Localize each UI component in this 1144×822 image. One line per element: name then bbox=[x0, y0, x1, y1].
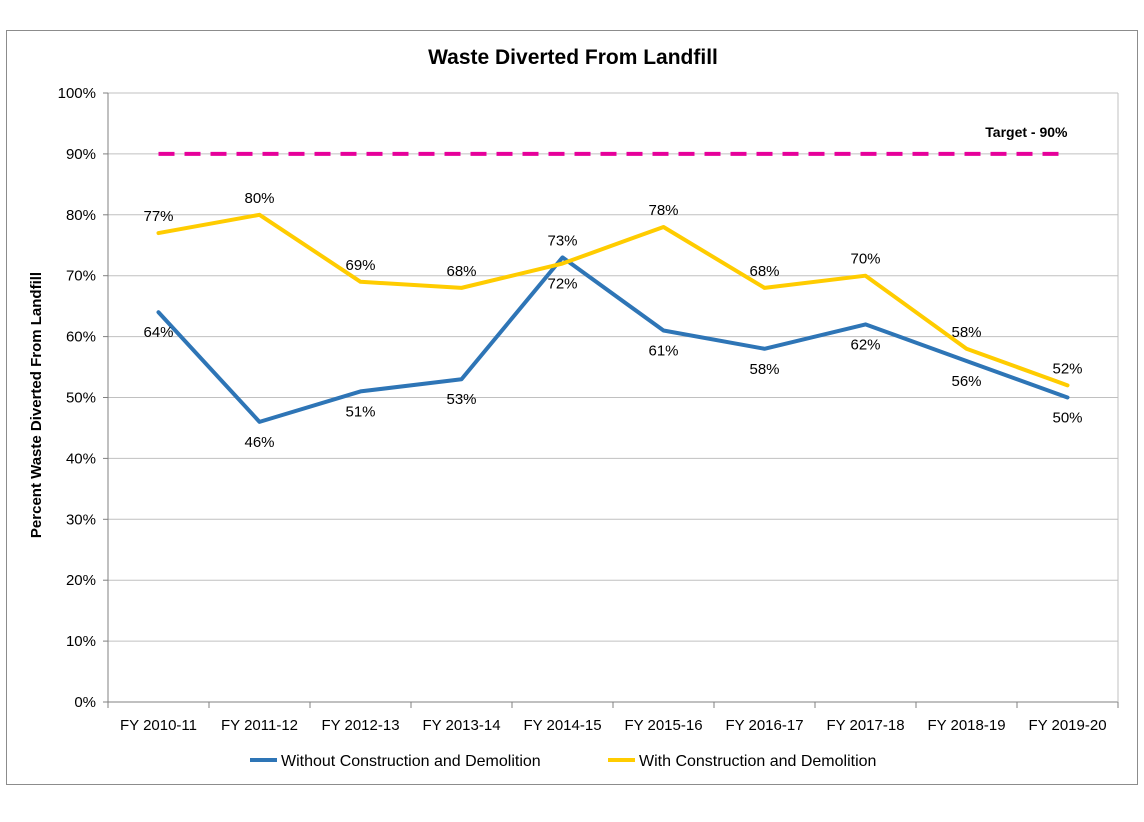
y-axis-title: Percent Waste Diverted From Landfill bbox=[28, 272, 45, 538]
data-label-without-cd: 50% bbox=[1052, 410, 1082, 427]
y-tick-label: 100% bbox=[58, 85, 96, 102]
y-tick-label: 10% bbox=[66, 633, 96, 650]
data-label-with-cd: 58% bbox=[951, 324, 981, 341]
y-tick-label: 80% bbox=[66, 207, 96, 224]
data-label-with-cd: 69% bbox=[345, 257, 375, 274]
x-tick-label: FY 2019-20 bbox=[1028, 717, 1106, 734]
data-label-with-cd: 68% bbox=[749, 263, 779, 280]
target-layer: Target - 90% bbox=[158, 124, 1068, 156]
x-tick-label: FY 2012-13 bbox=[321, 717, 399, 734]
x-tick-label: FY 2018-19 bbox=[927, 717, 1005, 734]
target-label: Target - 90% bbox=[985, 124, 1068, 140]
data-label-with-cd: 72% bbox=[547, 276, 577, 293]
y-tick-label: 90% bbox=[66, 146, 96, 163]
data-label-without-cd: 64% bbox=[143, 324, 173, 341]
series-line-with-cd bbox=[156, 212, 1070, 388]
legend-label: Without Construction and Demolition bbox=[281, 753, 541, 770]
x-tick-label: FY 2013-14 bbox=[422, 717, 500, 734]
x-tick-label: FY 2014-15 bbox=[523, 717, 601, 734]
x-tick-label: FY 2017-18 bbox=[826, 717, 904, 734]
data-label-without-cd: 53% bbox=[446, 391, 476, 408]
axis-layer: 0% 10% 20% 30% 40% 50% 60% 70% 80% 90% 100% FY 2010… bbox=[58, 85, 1119, 734]
data-label-without-cd: 58% bbox=[749, 361, 779, 378]
y-tick-label: 60% bbox=[66, 329, 96, 346]
grid-layer bbox=[108, 92, 1118, 642]
label-layer: 64% 77% 46% 80% 51% 69% 53% 68% 73% 72% 61% 78% 58% 6… bbox=[143, 190, 1082, 451]
data-label-with-cd: 70% bbox=[850, 251, 880, 268]
data-label-without-cd: 73% bbox=[547, 232, 577, 249]
series-line-without-cd bbox=[156, 255, 1070, 424]
y-tick-label: 40% bbox=[66, 450, 96, 467]
data-label-without-cd: 56% bbox=[951, 373, 981, 390]
data-label-without-cd: 62% bbox=[850, 336, 880, 353]
chart-title: Waste Diverted From Landfill bbox=[428, 46, 718, 69]
y-tick-label: 30% bbox=[66, 511, 96, 528]
data-label-with-cd: 78% bbox=[648, 202, 678, 219]
legend-layer: Without Construction and Demolition With … bbox=[250, 753, 876, 770]
x-tick-label: FY 2011-12 bbox=[221, 717, 298, 734]
y-tick-label: 0% bbox=[74, 694, 96, 711]
data-label-without-cd: 61% bbox=[648, 343, 678, 360]
data-label-with-cd: 80% bbox=[244, 190, 274, 207]
data-label-without-cd: 51% bbox=[345, 403, 375, 420]
series-layer bbox=[156, 212, 1070, 424]
data-label-with-cd: 68% bbox=[446, 263, 476, 280]
x-tick-label: FY 2016-17 bbox=[725, 717, 803, 734]
y-tick-label: 50% bbox=[66, 390, 96, 407]
legend-label: With Construction and Demolition bbox=[639, 753, 876, 770]
data-label-without-cd: 46% bbox=[244, 434, 274, 451]
data-label-with-cd: 52% bbox=[1052, 360, 1082, 377]
y-tick-label: 70% bbox=[66, 268, 96, 285]
data-label-with-cd: 77% bbox=[143, 208, 173, 225]
x-tick-label: FY 2010-11 bbox=[120, 717, 197, 734]
x-tick-label: FY 2015-16 bbox=[624, 717, 702, 734]
y-tick-label: 20% bbox=[66, 572, 96, 589]
